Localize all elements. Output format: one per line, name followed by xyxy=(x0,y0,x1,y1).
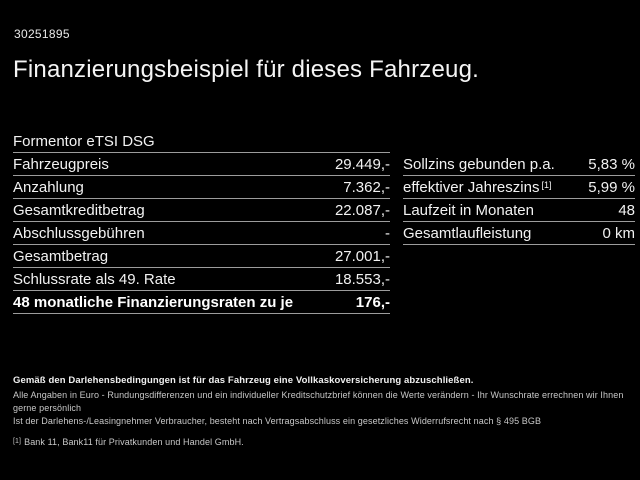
row-label: Schlussrate als 49. Rate xyxy=(13,270,176,288)
row-label: Anzahlung xyxy=(13,178,84,196)
table-row: Sollzins gebunden p.a. 5,83 % xyxy=(403,153,635,176)
row-value: 0 km xyxy=(602,224,635,242)
row-value: 7.362,- xyxy=(343,178,390,196)
fine-print-insurance-note: Gemäß den Darlehensbedingungen ist für d… xyxy=(13,375,474,386)
table-row: Abschlussgebühren - xyxy=(13,222,390,245)
footnote-marker: [1] xyxy=(13,438,22,445)
fine-print-disclaimer: Alle Angaben in Euro - Rundungsdifferenz… xyxy=(13,390,624,413)
conditions-table: Sollzins gebunden p.a. 5,83 % effektiver… xyxy=(403,153,635,245)
table-row-monthly-rate: 48 monatliche Finanzierungsraten zu je 1… xyxy=(13,291,390,314)
row-value: 5,99 % xyxy=(588,178,635,196)
row-label: Gesamtlaufleistung xyxy=(403,224,532,242)
row-value: 48 xyxy=(618,201,635,219)
finance-table: Fahrzeugpreis 29.449,- Anzahlung 7.362,-… xyxy=(13,153,390,314)
table-row: Laufzeit in Monaten 48 xyxy=(403,199,635,222)
footnote-text: Bank 11, Bank11 für Privatkunden und Han… xyxy=(24,437,244,447)
row-value: 18.553,- xyxy=(334,270,390,288)
fine-print: Gemäß den Darlehensbedingungen ist für d… xyxy=(13,374,631,449)
row-value: 27.001,- xyxy=(334,247,390,265)
table-row: Fahrzeugpreis 29.449,- xyxy=(13,153,390,176)
model-name-label: Formentor eTSI DSG xyxy=(13,132,155,150)
row-label: Abschlussgebühren xyxy=(13,224,145,242)
vehicle-id: 30251895 xyxy=(14,27,70,41)
row-label: Laufzeit in Monaten xyxy=(403,201,534,219)
row-label: Gesamtbetrag xyxy=(13,247,109,265)
row-value: 22.087,- xyxy=(334,201,390,219)
footnote-ref: [1] xyxy=(541,179,552,190)
table-row: effektiver Jahreszins [1] 5,99 % xyxy=(403,176,635,199)
fine-print-withdrawal-note: Ist der Darlehens-/Leasingnehmer Verbrau… xyxy=(13,416,542,426)
row-label: Fahrzeugpreis xyxy=(13,155,109,173)
row-value: - xyxy=(385,224,390,242)
page-title: Finanzierungsbeispiel für dieses Fahrzeu… xyxy=(13,56,479,83)
table-row: Schlussrate als 49. Rate 18.553,- xyxy=(13,268,390,291)
model-name: Formentor eTSI DSG xyxy=(13,130,390,153)
fine-print-footnote: [1] Bank 11, Bank11 für Privatkunden und … xyxy=(13,435,631,449)
row-label: 48 monatliche Finanzierungsraten zu je xyxy=(13,293,294,311)
row-value: 29.449,- xyxy=(334,155,390,173)
row-label: effektiver Jahreszins [1] xyxy=(403,178,552,196)
row-label: Gesamtkreditbetrag xyxy=(13,201,145,219)
row-label: Sollzins gebunden p.a. xyxy=(403,155,555,173)
table-row: Anzahlung 7.362,- xyxy=(13,176,390,199)
table-row: Gesamtkreditbetrag 22.087,- xyxy=(13,199,390,222)
table-row: Gesamtlaufleistung 0 km xyxy=(403,222,635,245)
table-row: Gesamtbetrag 27.001,- xyxy=(13,245,390,268)
row-value: 176,- xyxy=(355,293,390,311)
row-value: 5,83 % xyxy=(588,155,635,173)
